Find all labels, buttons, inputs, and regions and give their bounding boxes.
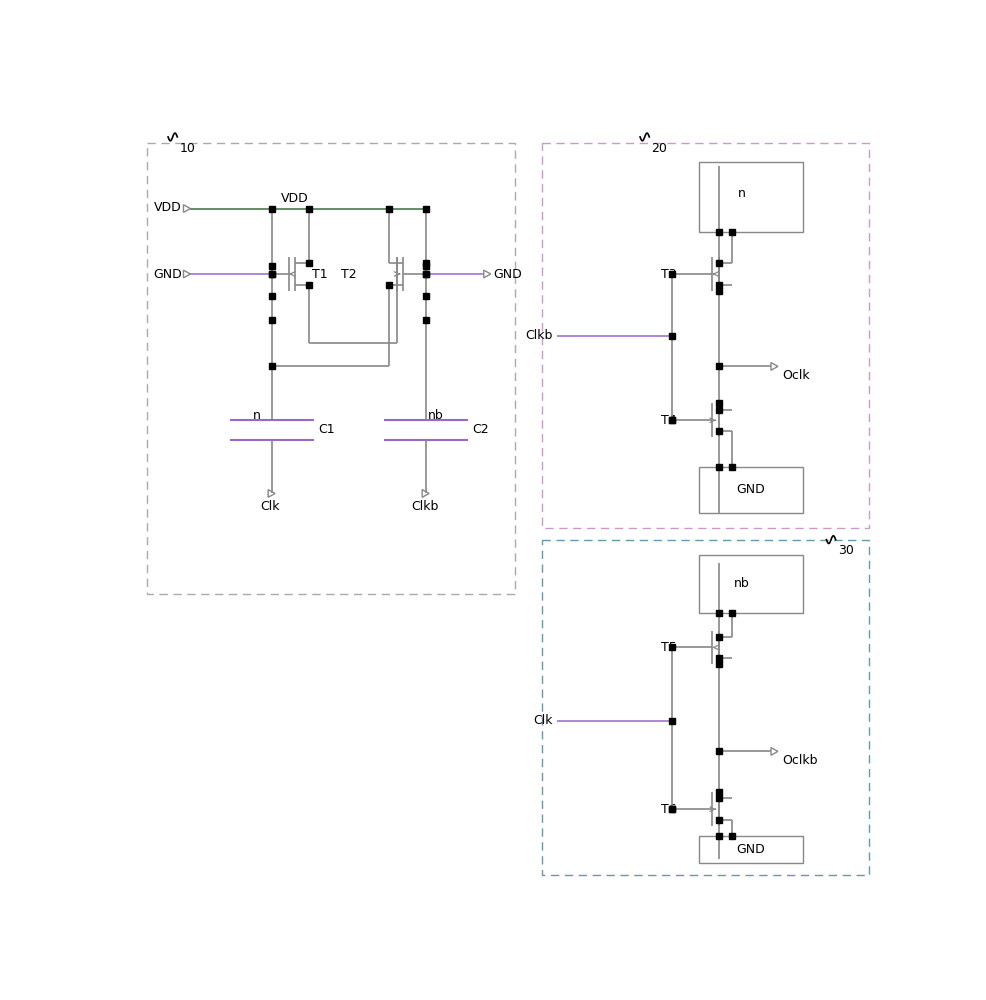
Text: nb: nb	[428, 409, 444, 422]
Text: 30: 30	[838, 544, 854, 556]
Bar	[699, 466, 804, 513]
Bar	[699, 836, 804, 863]
Text: C2: C2	[472, 423, 489, 436]
Text: Clk: Clk	[260, 500, 280, 513]
Text: 20: 20	[652, 142, 668, 155]
Text: C1: C1	[318, 423, 335, 436]
Text: T3: T3	[661, 267, 676, 280]
Text: GND: GND	[737, 483, 765, 496]
Text: VDD: VDD	[154, 201, 182, 214]
Bar	[541, 540, 869, 875]
Text: n: n	[252, 409, 260, 422]
Bar	[541, 143, 869, 528]
Text: Clkb: Clkb	[526, 329, 553, 342]
Text: nb: nb	[734, 577, 749, 590]
Text: T4: T4	[661, 414, 676, 427]
Bar	[699, 162, 804, 232]
Text: GND: GND	[493, 267, 522, 280]
Text: Clkb: Clkb	[411, 500, 438, 513]
Text: Oclkb: Oclkb	[782, 754, 817, 767]
Text: T5: T5	[661, 641, 676, 654]
Text: Clk: Clk	[533, 714, 553, 727]
Bar	[147, 143, 515, 594]
Text: Oclk: Oclk	[782, 369, 810, 382]
Text: GND: GND	[737, 843, 765, 856]
Text: T2: T2	[341, 267, 357, 280]
Text: n: n	[738, 187, 745, 200]
Text: 10: 10	[179, 142, 195, 155]
Text: GND: GND	[153, 267, 182, 280]
Bar	[699, 555, 804, 613]
Text: T1: T1	[312, 267, 327, 280]
Text: VDD: VDD	[281, 192, 309, 205]
Text: T6: T6	[661, 803, 676, 816]
